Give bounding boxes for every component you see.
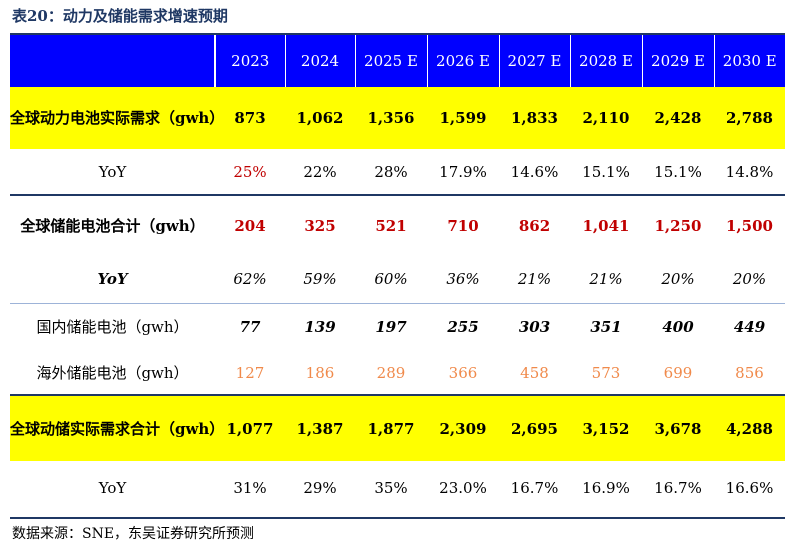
table-cell: 2,428	[642, 87, 714, 149]
table-cell: 20%	[661, 269, 695, 288]
table-cell: 16.7%	[510, 479, 559, 497]
table-cell: 449	[714, 302, 785, 351]
table-cell: 36%	[446, 269, 480, 288]
table-cell: 2,788	[714, 87, 785, 149]
table-cell: 400	[642, 302, 714, 351]
table-cell: 1,062	[285, 87, 355, 149]
table-caption: 表20：动力及储能需求增速预期	[12, 7, 228, 25]
table-row: 海外储能电池（gwh） 127 186 289 366 458 573 699 …	[10, 351, 785, 395]
table-cell: 60%	[374, 269, 408, 288]
table-cell: 1,041	[570, 194, 642, 255]
year-header: 2030 E	[714, 35, 785, 87]
forecast-table: 2023 2024 2025 E 2026 E 2027 E 2028 E 20…	[10, 35, 785, 515]
table-cell: 2,309	[427, 394, 499, 461]
table-cell: 29%	[303, 479, 337, 497]
table-cell: 1,599	[427, 87, 499, 149]
table-cell: 197	[355, 302, 427, 351]
table-cell: 23.0%	[439, 479, 487, 497]
table-row: YoY 25% 22% 28% 17.9% 14.6% 15.1% 15.1% …	[10, 149, 785, 195]
table-cell: 2,695	[499, 394, 570, 461]
table-cell: 1,250	[642, 194, 714, 255]
table-cell: 3,678	[642, 394, 714, 461]
table-cell: 1,877	[355, 394, 427, 461]
table-row: 国内储能电池（gwh） 77 139 197 255 303 351 400 4…	[10, 302, 785, 351]
table-row: YoY 62% 59% 60% 36% 21% 21% 20% 20%	[10, 255, 785, 303]
year-header: 2028 E	[570, 35, 643, 87]
table-cell: 699	[663, 363, 693, 382]
table-cell: 21%	[517, 269, 552, 288]
table-cell: 289	[376, 363, 406, 382]
table-cell: 16.6%	[725, 479, 774, 497]
year-header: 2027 E	[499, 35, 571, 87]
year-header: 2025 E	[355, 35, 428, 87]
row-label: 全球储能电池合计（gwh）	[10, 194, 215, 255]
table-cell: 303	[499, 302, 570, 351]
table-cell: 16.7%	[654, 479, 702, 497]
table-cell: 25%	[233, 162, 267, 181]
table-cell: 2,110	[570, 87, 642, 149]
table-cell: 28%	[374, 162, 408, 181]
table-cell: 186	[305, 363, 335, 382]
table-cell: 366	[448, 363, 478, 382]
table-cell: 15.1%	[582, 162, 630, 181]
header-row: 2023 2024 2025 E 2026 E 2027 E 2028 E 20…	[10, 35, 785, 87]
table-cell: 573	[591, 363, 621, 382]
table-cell: 1,356	[355, 87, 427, 149]
row-label: YoY	[98, 162, 127, 181]
table-cell: 255	[427, 302, 499, 351]
table-cell: 14.8%	[725, 162, 774, 181]
table-cell: 856	[735, 363, 764, 382]
table-cell: 35%	[374, 479, 408, 497]
row-label: 全球动力电池实际需求（gwh）	[10, 87, 215, 149]
table-cell: 4,288	[714, 394, 785, 461]
source-note: 数据来源：SNE，东吴证券研究所预测	[12, 526, 255, 542]
top-rule	[10, 33, 785, 35]
row-label: YoY	[98, 479, 127, 497]
row-label: 国内储能电池（gwh）	[10, 302, 215, 351]
table-cell: 22%	[303, 162, 337, 181]
year-header: 2023	[215, 35, 286, 87]
table-cell: 16.9%	[582, 479, 630, 497]
table-cell: 31%	[233, 479, 267, 497]
table-cell: 62%	[233, 269, 267, 288]
table-cell: 21%	[589, 269, 623, 288]
table-cell: 139	[285, 302, 355, 351]
table-cell: 862	[499, 194, 570, 255]
table-cell: 458	[520, 363, 549, 382]
row-label: 全球动储实际需求合计（gwh）	[10, 394, 215, 461]
table-row: 全球动力电池实际需求（gwh） 873 1,062 1,356 1,599 1,…	[10, 87, 785, 149]
table-row: 全球动储实际需求合计（gwh） 1,077 1,387 1,877 2,309 …	[10, 394, 785, 461]
table-cell: 1,077	[215, 394, 285, 461]
row-label: YoY	[97, 269, 128, 288]
table-cell: 204	[215, 194, 285, 255]
table-cell: 1,387	[285, 394, 355, 461]
year-header: 2029 E	[642, 35, 715, 87]
table-cell: 351	[570, 302, 642, 351]
table-cell: 1,500	[714, 194, 785, 255]
table-cell: 77	[215, 302, 285, 351]
table-cell: 59%	[303, 269, 337, 288]
table-cell: 1,833	[499, 87, 570, 149]
row-label: 海外储能电池（gwh）	[36, 363, 189, 382]
bottom-rule	[10, 517, 785, 519]
table-cell: 325	[285, 194, 355, 255]
table-row: YoY 31% 29% 35% 23.0% 16.7% 16.9% 16.7% …	[10, 461, 785, 515]
table-cell: 127	[235, 363, 265, 382]
table-cell: 20%	[732, 269, 767, 288]
year-header: 2024	[285, 35, 356, 87]
table-cell: 710	[427, 194, 499, 255]
table-cell: 873	[215, 87, 285, 149]
table-cell: 14.6%	[510, 162, 559, 181]
table-cell: 3,152	[570, 394, 642, 461]
header-corner	[10, 35, 216, 87]
table-cell: 521	[355, 194, 427, 255]
table-cell: 17.9%	[439, 162, 487, 181]
table-row: 全球储能电池合计（gwh） 204 325 521 710 862 1,041 …	[10, 194, 785, 255]
year-header: 2026 E	[427, 35, 500, 87]
table-cell: 15.1%	[654, 162, 702, 181]
